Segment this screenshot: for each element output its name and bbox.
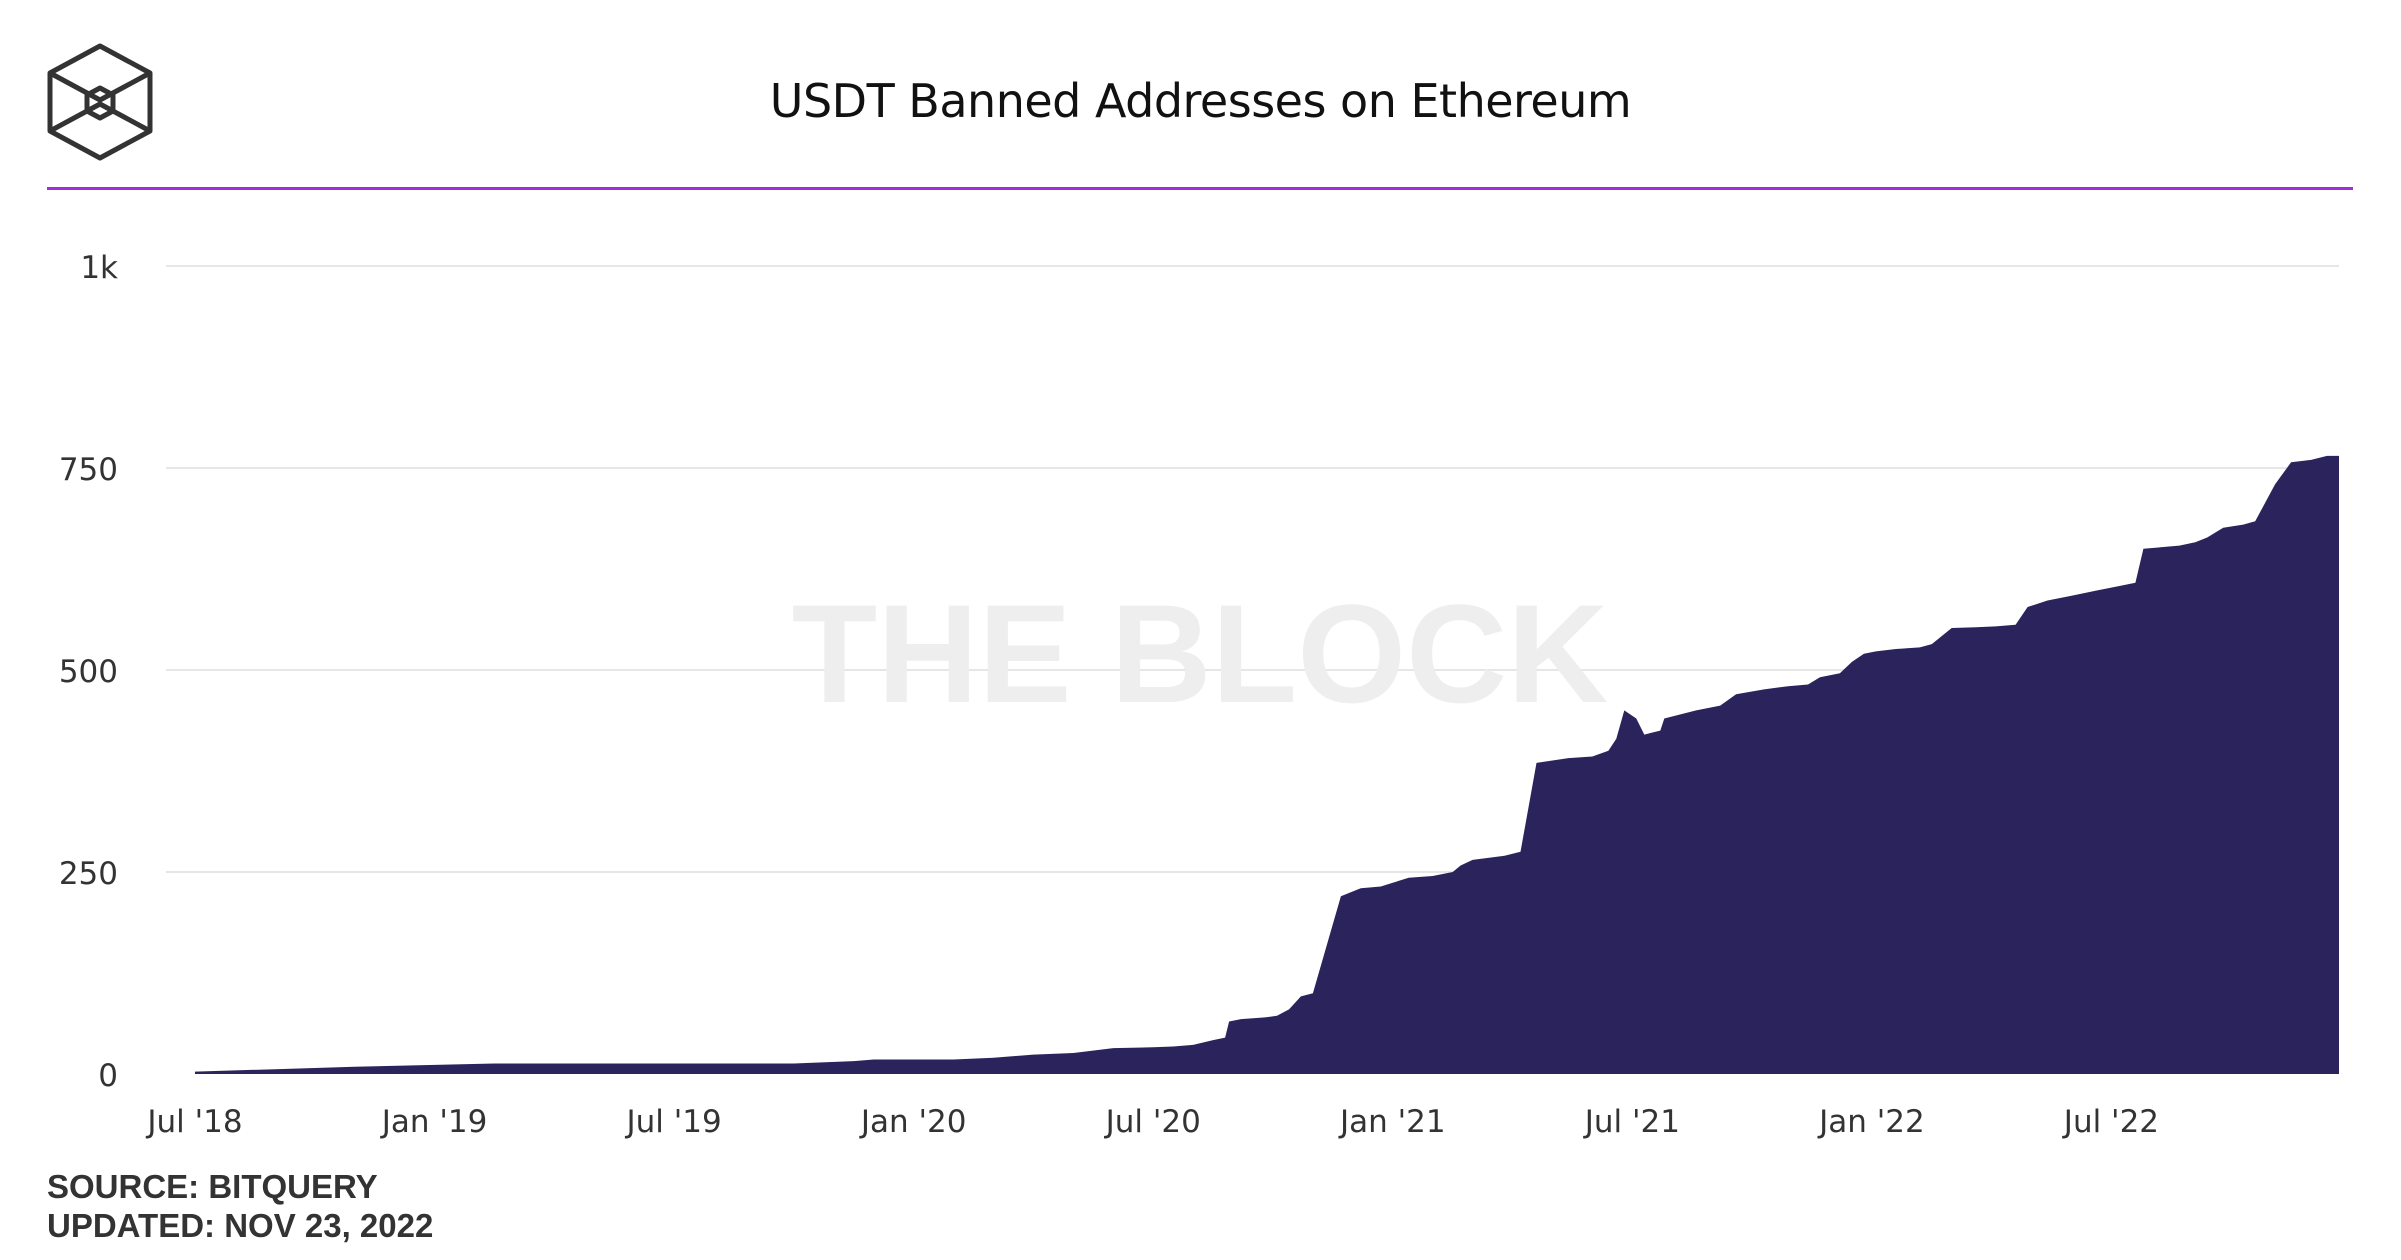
y-tick-label: 0 xyxy=(98,1058,118,1094)
y-axis-labels: 0 250 500 750 1k xyxy=(59,250,118,1094)
x-tick-label: Jul '21 xyxy=(1583,1104,1680,1140)
watermark: THE BLOCK xyxy=(792,575,1609,732)
y-tick-label: 750 xyxy=(59,452,118,488)
x-tick-label: Jul '19 xyxy=(624,1104,721,1140)
x-tick-label: Jul '18 xyxy=(145,1104,242,1140)
x-tick-label: Jan '19 xyxy=(380,1104,488,1140)
y-tick-label: 1k xyxy=(80,250,118,286)
updated-note: UPDATED: NOV 23, 2022 xyxy=(47,1207,434,1244)
chart-title: USDT Banned Addresses on Ethereum xyxy=(769,74,1632,128)
the-block-cube-logo xyxy=(47,43,153,161)
x-tick-label: Jul '20 xyxy=(1104,1104,1201,1140)
x-axis-labels: Jul '18 Jan '19 Jul '19 Jan '20 Jul '20 Jan '… xyxy=(145,1104,2159,1140)
x-tick-label: Jan '20 xyxy=(859,1104,967,1140)
title-divider xyxy=(47,187,2353,190)
y-tick-label: 250 xyxy=(59,856,118,892)
x-tick-label: Jan '22 xyxy=(1817,1104,1925,1140)
x-tick-label: Jan '21 xyxy=(1338,1104,1446,1140)
source-note: SOURCE: BITQUERY xyxy=(47,1168,378,1205)
series-layer xyxy=(195,455,2339,1074)
y-tick-label: 500 xyxy=(59,654,118,690)
x-tick-label: Jul '22 xyxy=(2062,1104,2159,1140)
series-area xyxy=(195,455,2339,1074)
